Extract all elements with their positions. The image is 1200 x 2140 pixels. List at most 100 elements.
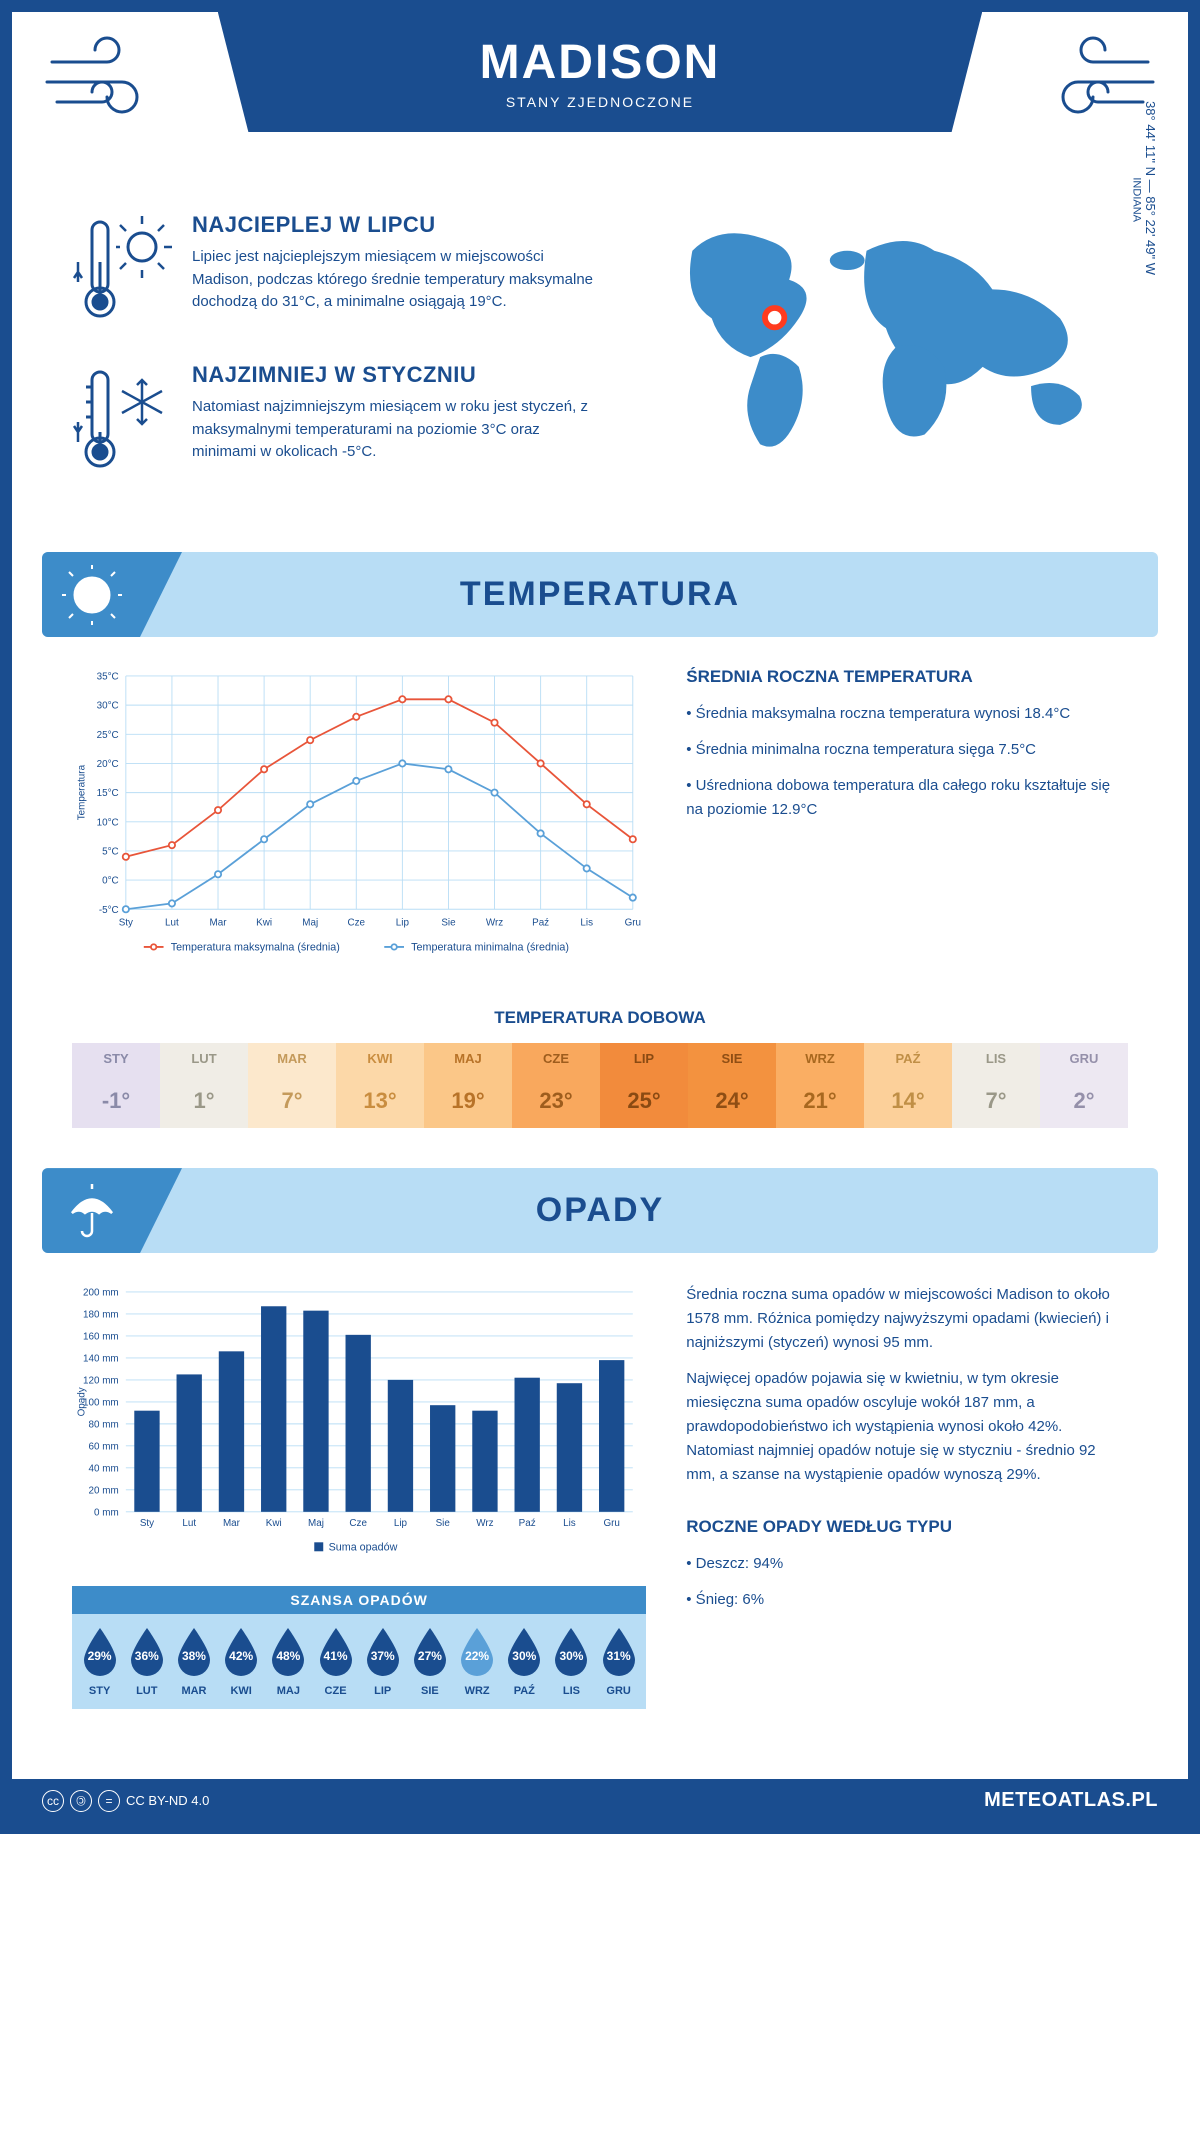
by-icon: 🄯: [70, 1790, 92, 1812]
fact-hot-body: Lipiec jest najcieplejszym miesiącem w m…: [192, 246, 604, 314]
raindrop-icon: 29%: [79, 1626, 121, 1681]
svg-text:Temperatura minimalna (średnia: Temperatura minimalna (średnia): [411, 942, 569, 954]
svg-text:Cze: Cze: [348, 917, 366, 928]
facts-column: NAJCIEPLEJ W LIPCU Lipiec jest najcieple…: [72, 212, 604, 512]
daily-temp-strip: STY-1°LUT1°MAR7°KWI13°MAJ19°CZE23°LIP25°…: [72, 1043, 1128, 1128]
temp-cell-month: WRZ: [776, 1043, 864, 1074]
bullet-item: • Deszcz: 94%: [686, 1552, 1128, 1576]
temp-cell-value: 14°: [864, 1074, 952, 1128]
chance-month: SIE: [406, 1685, 453, 1697]
temp-cell: MAR7°: [248, 1043, 336, 1128]
raindrop-icon: 31%: [598, 1626, 640, 1681]
chance-pct: 36%: [135, 1649, 159, 1663]
svg-text:20°C: 20°C: [97, 759, 119, 770]
temp-cell: STY-1°: [72, 1043, 160, 1128]
temp-cell-month: KWI: [336, 1043, 424, 1074]
annual-temp-title: ŚREDNIA ROCZNA TEMPERATURA: [686, 667, 1128, 687]
svg-text:Temperatura maksymalna (średni: Temperatura maksymalna (średnia): [171, 942, 340, 954]
temp-cell: LIP25°: [600, 1043, 688, 1128]
bullet-item: • Śnieg: 6%: [686, 1588, 1128, 1612]
chance-month: LUT: [123, 1685, 170, 1697]
svg-text:25°C: 25°C: [97, 730, 119, 741]
chance-title: SZANSA OPADÓW: [72, 1586, 646, 1614]
temp-cell: CZE23°: [512, 1043, 600, 1128]
chance-month: GRU: [595, 1685, 642, 1697]
precip-type-bullets: • Deszcz: 94% • Śnieg: 6%: [686, 1552, 1128, 1612]
city-name: MADISON: [480, 35, 721, 90]
svg-text:30°C: 30°C: [97, 701, 119, 712]
chance-cell: 38%MAR: [170, 1626, 217, 1697]
temp-cell-value: 25°: [600, 1074, 688, 1128]
svg-text:160 mm: 160 mm: [83, 1332, 119, 1343]
temp-cell-month: STY: [72, 1043, 160, 1074]
svg-text:Paź: Paź: [519, 1518, 536, 1529]
temp-cell-month: MAR: [248, 1043, 336, 1074]
raindrop-icon: 30%: [550, 1626, 592, 1681]
svg-text:Sie: Sie: [441, 917, 456, 928]
svg-text:Sty: Sty: [119, 917, 133, 928]
svg-text:40 mm: 40 mm: [89, 1464, 119, 1475]
svg-text:Maj: Maj: [302, 917, 318, 928]
raindrop-icon: 30%: [503, 1626, 545, 1681]
svg-text:Maj: Maj: [308, 1518, 324, 1529]
chance-pct: 27%: [418, 1649, 442, 1663]
country-name: STANY ZJEDNOCZONE: [506, 94, 694, 110]
chance-cell: 27% SIE: [406, 1626, 453, 1697]
chance-pct: 30%: [559, 1649, 583, 1663]
svg-text:Lut: Lut: [165, 917, 179, 928]
chance-cell: 42%KWI: [218, 1626, 265, 1697]
chance-month: MAJ: [265, 1685, 312, 1697]
svg-text:Kwi: Kwi: [266, 1518, 282, 1529]
state-label: INDIANA: [1131, 177, 1143, 222]
annual-temp-bullets: • Średnia maksymalna roczna temperatura …: [686, 702, 1128, 822]
fact-text: NAJCIEPLEJ W LIPCU Lipiec jest najcieple…: [192, 212, 604, 332]
nd-icon: =: [98, 1790, 120, 1812]
license: cc 🄯 = CC BY-ND 4.0: [42, 1790, 209, 1812]
precipitation-text: Średnia roczna suma opadów w miejscowośc…: [686, 1283, 1128, 1709]
chance-cell: 22% WRZ: [454, 1626, 501, 1697]
chance-cell: 29%STY: [76, 1626, 123, 1697]
temp-cell-value: 24°: [688, 1074, 776, 1128]
temp-cell-month: LIP: [600, 1043, 688, 1074]
chance-month: WRZ: [454, 1685, 501, 1697]
temperature-line-chart: -5°C0°C5°C10°C15°C20°C25°C30°C35°CStyLut…: [72, 667, 646, 963]
temp-cell-value: 23°: [512, 1074, 600, 1128]
temperature-text: ŚREDNIA ROCZNA TEMPERATURA • Średnia mak…: [686, 667, 1128, 968]
temp-cell: LIS7°: [952, 1043, 1040, 1128]
temperature-chart-container: -5°C0°C5°C10°C15°C20°C25°C30°C35°CStyLut…: [72, 667, 646, 968]
svg-text:Wrz: Wrz: [476, 1518, 493, 1529]
page-container: MADISON STANY ZJEDNOCZONE: [0, 0, 1200, 1834]
temp-cell-month: PAŹ: [864, 1043, 952, 1074]
raindrop-icon: 27%: [409, 1626, 451, 1681]
sun-icon: [62, 565, 122, 625]
temp-cell-value: 13°: [336, 1074, 424, 1128]
temp-cell: LUT1°: [160, 1043, 248, 1128]
fact-text: NAJZIMNIEJ W STYCZNIU Natomiast najzimni…: [192, 362, 604, 482]
svg-text:Sty: Sty: [140, 1518, 154, 1529]
svg-text:Sie: Sie: [436, 1518, 451, 1529]
svg-text:Lis: Lis: [580, 917, 593, 928]
chance-month: CZE: [312, 1685, 359, 1697]
precip-type-title: ROCZNE OPADY WEDŁUG TYPU: [686, 1517, 1128, 1537]
svg-text:Opady: Opady: [77, 1387, 88, 1416]
cc-icon: cc: [42, 1790, 64, 1812]
fact-hot-title: NAJCIEPLEJ W LIPCU: [192, 212, 604, 238]
raindrop-icon: 22%: [456, 1626, 498, 1681]
svg-text:5°C: 5°C: [102, 847, 119, 858]
svg-text:80 mm: 80 mm: [89, 1420, 119, 1431]
bullet-item: • Średnia maksymalna roczna temperatura …: [686, 702, 1128, 726]
raindrop-icon: 42%: [220, 1626, 262, 1681]
precip-summary-1: Średnia roczna suma opadów w miejscowośc…: [686, 1283, 1128, 1355]
location-marker-icon: [765, 308, 784, 327]
section-header-temperature: TEMPERATURA: [42, 552, 1158, 637]
section-title: TEMPERATURA: [460, 575, 740, 614]
chance-cell: 41% CZE: [312, 1626, 359, 1697]
temp-cell-value: 19°: [424, 1074, 512, 1128]
svg-text:60 mm: 60 mm: [89, 1442, 119, 1453]
chance-pct: 38%: [182, 1649, 206, 1663]
svg-text:Wrz: Wrz: [486, 917, 503, 928]
temp-cell: SIE24°: [688, 1043, 776, 1128]
chance-pct: 41%: [324, 1649, 348, 1663]
footer: cc 🄯 = CC BY-ND 4.0 METEOATLAS.PL: [12, 1779, 1188, 1822]
bullet-item: • Średnia minimalna roczna temperatura s…: [686, 738, 1128, 762]
